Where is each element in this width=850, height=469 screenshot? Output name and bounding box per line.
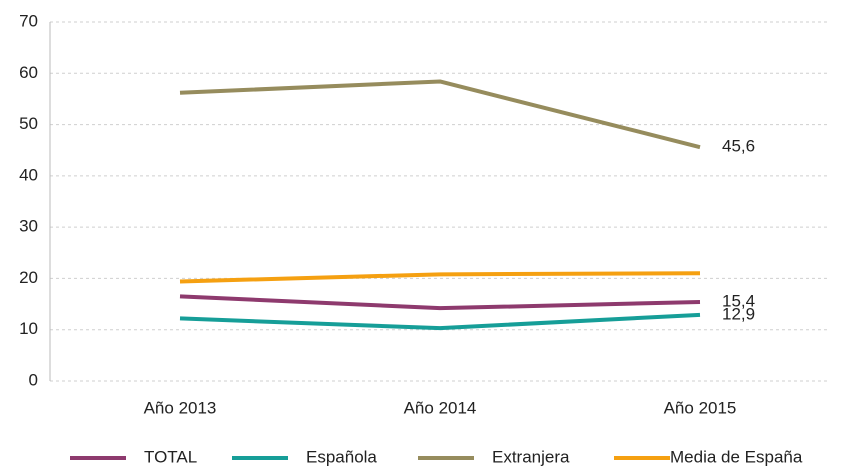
x-tick-label: Año 2013 [144,398,217,417]
data-label: 45,6 [722,137,755,156]
y-tick-label: 30 [19,217,38,236]
y-tick-label: 0 [29,370,38,389]
y-tick-label: 10 [19,319,38,338]
y-tick-label: 20 [19,268,38,287]
x-tick-label: Año 2014 [404,398,477,417]
data-label: 12,9 [722,304,755,323]
data-label: 15,4 [722,292,755,311]
series-line [179,294,701,311]
series-line [179,79,701,150]
legend-label: Media de España [670,447,803,466]
legend-label: Extranjera [492,447,570,466]
y-tick-label: 40 [19,165,38,184]
y-tick-label: 60 [19,63,38,82]
y-tick-label: 70 [19,11,38,30]
y-tick-label: 50 [19,114,38,133]
series-line [179,271,701,284]
series-line [179,312,701,331]
legend-label: TOTAL [144,447,197,466]
legend-label: Española [306,447,377,466]
x-tick-label: Año 2015 [664,398,737,417]
